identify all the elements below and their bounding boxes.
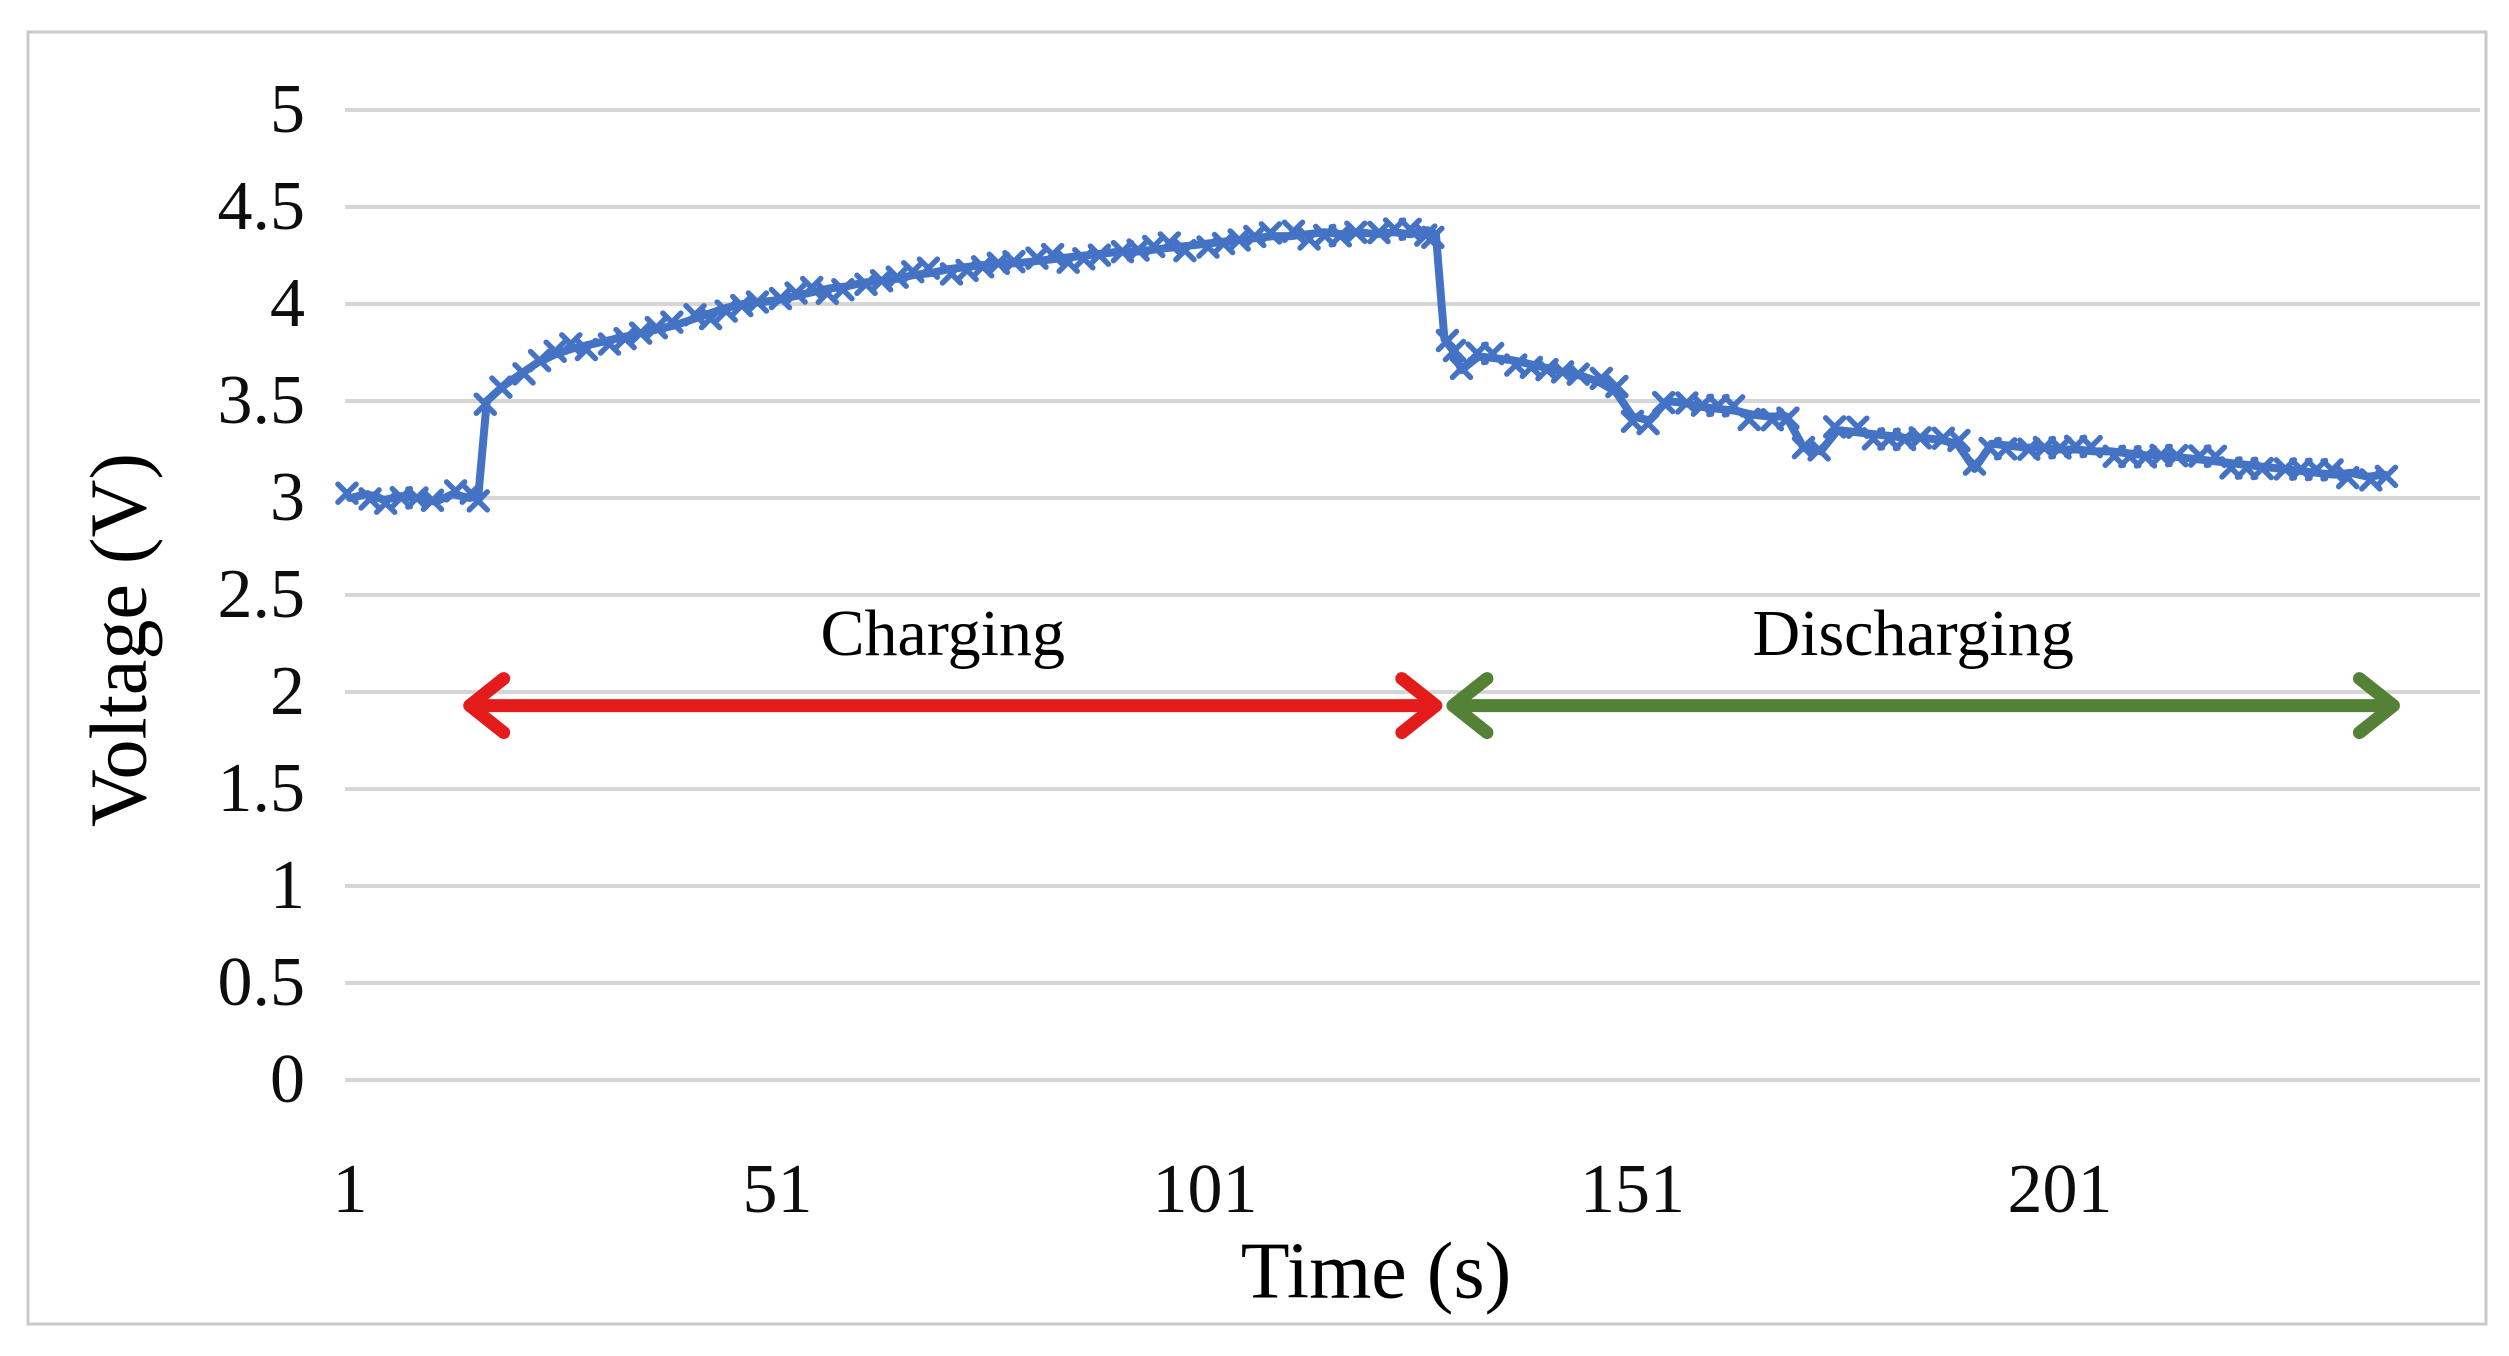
x-tick-label: 1 <box>332 1151 368 1228</box>
charging-annotation-label: Charging <box>820 596 1065 670</box>
discharging-annotation-label: Discharging <box>1752 596 2074 670</box>
y-tick-label: 3 <box>270 459 305 536</box>
y-tick-label: 3.5 <box>217 362 306 439</box>
voltage-series <box>335 217 2399 515</box>
x-tick-label: 201 <box>2007 1151 2113 1228</box>
discharging-arrow <box>1446 672 2400 740</box>
y-tick-label: 4.5 <box>217 168 306 245</box>
y-tick-label: 5 <box>270 71 305 148</box>
x-tick-label: 101 <box>1152 1151 1258 1228</box>
y-tick-label: 1.5 <box>217 750 306 827</box>
y-tick-label: 1 <box>270 847 305 924</box>
y-tick-label: 4 <box>270 265 305 342</box>
x-tick-label: 151 <box>1580 1151 1685 1228</box>
chart-border <box>26 30 2488 1326</box>
x-tick-label: 51 <box>742 1151 813 1228</box>
y-tick-label: 0 <box>270 1041 305 1118</box>
gridlines <box>345 108 2480 1082</box>
y-tick-label: 0.5 <box>217 944 306 1021</box>
x-axis-title: Time (s) <box>1240 1227 1512 1316</box>
y-tick-label: 2.5 <box>217 556 306 633</box>
charging-arrow <box>463 672 1443 740</box>
y-tick-label: 2 <box>270 653 305 730</box>
